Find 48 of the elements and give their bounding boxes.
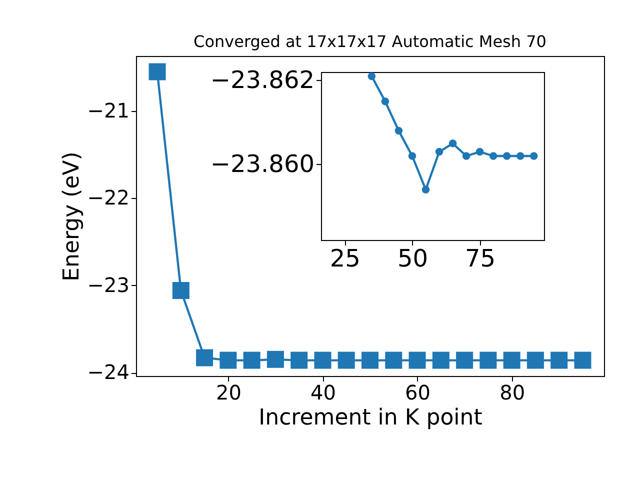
y-axis-title: Energy (eV): [59, 152, 84, 282]
point: [530, 152, 538, 160]
point: [338, 352, 355, 369]
chart-title: Converged at 17x17x17 Automatic Mesh 70: [194, 32, 546, 51]
point: [503, 352, 520, 369]
point: [448, 140, 457, 148]
point: [408, 352, 426, 369]
point: [526, 352, 544, 369]
point: [385, 352, 402, 369]
point: [243, 352, 260, 369]
point: [220, 352, 237, 369]
point: [148, 63, 166, 80]
point: [362, 352, 378, 369]
point: [489, 152, 498, 160]
point: [435, 148, 444, 156]
x-tick-label: 80: [500, 380, 526, 404]
x-tick-label: 50: [397, 244, 428, 272]
point: [574, 352, 592, 369]
point: [516, 152, 524, 160]
y-tick-label: −23.860: [210, 150, 314, 178]
point: [368, 72, 376, 80]
y-tick-label: −23.862: [210, 66, 314, 94]
point: [394, 126, 403, 135]
point: [476, 148, 484, 156]
y-tick-label: −24: [87, 360, 130, 384]
point: [408, 152, 416, 160]
y-tick-label: −22: [87, 186, 130, 210]
point: [456, 352, 474, 369]
point: [266, 350, 284, 368]
point: [381, 98, 390, 106]
point: [432, 352, 450, 369]
point: [502, 152, 511, 160]
point: [290, 352, 308, 369]
point: [480, 352, 497, 369]
point: [172, 282, 190, 300]
y-tick-label: −23: [87, 272, 130, 297]
x-tick-label: 20: [216, 380, 242, 404]
point: [550, 352, 568, 369]
x-tick-label: 60: [405, 380, 430, 404]
point: [314, 352, 332, 369]
x-tick-label: 25: [330, 244, 360, 272]
point: [462, 152, 470, 160]
y-tick-label: −21: [87, 98, 130, 122]
x-axis-title: Increment in K point: [258, 406, 483, 430]
x-tick-label: 40: [310, 380, 336, 404]
point: [422, 186, 430, 194]
point: [196, 349, 214, 366]
x-tick-label: 75: [465, 244, 496, 272]
